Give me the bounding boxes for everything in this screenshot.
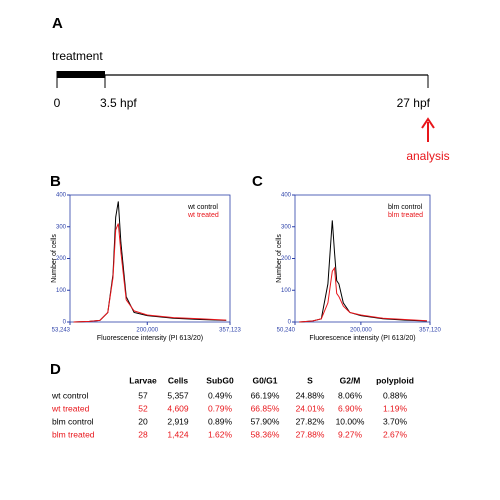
x-tick-label: 357,120 <box>419 328 441 334</box>
table-cell: 24.88% <box>296 390 325 400</box>
panel-label: A <box>52 15 63 32</box>
x-tick-label: 200,000 <box>136 328 158 334</box>
table-cell: 27.82% <box>296 416 325 426</box>
y-tick-label: 200 <box>281 256 292 262</box>
table-header: G2/M <box>340 375 361 385</box>
x-tick-label: 53,243 <box>52 328 71 334</box>
y-tick-label: 0 <box>288 320 292 326</box>
row-label: blm treated <box>52 429 95 439</box>
table-cell: 1,424 <box>167 429 189 439</box>
table-header: SubG0 <box>206 375 234 385</box>
table-header: Cells <box>168 375 189 385</box>
panel-label: D <box>50 361 61 378</box>
legend-entry: blm control <box>388 204 423 211</box>
y-tick-label: 100 <box>56 288 67 294</box>
table-cell: 52 <box>138 403 148 413</box>
x-axis-label: Fluorescence intensity (PI 613/20) <box>97 335 203 342</box>
panel-label: B <box>50 173 61 190</box>
legend-entry: wt control <box>187 204 218 211</box>
analysis-label: analysis <box>406 149 449 163</box>
x-tick-label: 50,240 <box>277 328 296 334</box>
table-cell: 1.62% <box>208 429 233 439</box>
legend-entry: blm treated <box>388 212 423 219</box>
table-cell: 8.06% <box>338 390 363 400</box>
table-cell: 3.70% <box>383 416 408 426</box>
table-cell: 57 <box>138 390 148 400</box>
table-cell: 57.90% <box>251 416 280 426</box>
panel-label: C <box>252 173 263 190</box>
x-axis-label: Fluorescence intensity (PI 613/20) <box>309 335 415 342</box>
y-axis-label: Number of cells <box>276 234 283 283</box>
table-cell: 6.90% <box>338 403 363 413</box>
y-tick-label: 100 <box>281 288 292 294</box>
histogram-line <box>73 201 227 323</box>
table-header: Larvae <box>129 375 157 385</box>
histogram-line <box>299 220 427 323</box>
table-cell: 5,357 <box>167 390 189 400</box>
table-cell: 0.49% <box>208 390 233 400</box>
row-label: wt treated <box>51 403 90 413</box>
table-cell: 9.27% <box>338 429 363 439</box>
row-label: blm control <box>52 416 94 426</box>
time-label: 0 <box>54 96 61 110</box>
x-tick-label: 357,123 <box>219 328 241 334</box>
y-tick-label: 0 <box>63 320 67 326</box>
table-cell: 58.36% <box>251 429 280 439</box>
table-cell: 0.88% <box>383 390 408 400</box>
table-cell: 24.01% <box>296 403 325 413</box>
table-cell: 2.67% <box>383 429 408 439</box>
table-header: S <box>307 375 313 385</box>
treatment-bar <box>57 71 105 78</box>
row-label: wt control <box>51 390 88 400</box>
y-axis-label: Number of cells <box>51 234 58 283</box>
table-cell: 2,919 <box>167 416 189 426</box>
table-cell: 66.19% <box>251 390 280 400</box>
table-cell: 20 <box>138 416 148 426</box>
y-tick-label: 300 <box>281 224 292 230</box>
table-cell: 28 <box>138 429 148 439</box>
time-label: 27 hpf <box>397 96 431 110</box>
table-cell: 0.79% <box>208 403 233 413</box>
y-tick-label: 400 <box>56 193 67 199</box>
y-tick-label: 200 <box>56 256 67 262</box>
table-cell: 1.19% <box>383 403 408 413</box>
y-tick-label: 300 <box>56 224 67 230</box>
table-cell: 4,609 <box>167 403 189 413</box>
arrow-head <box>421 117 435 129</box>
histogram-line <box>299 266 427 323</box>
time-label: 3.5 hpf <box>100 96 137 110</box>
table-cell: 27.88% <box>296 429 325 439</box>
table-header: polyploid <box>376 375 414 385</box>
treatment-label: treatment <box>52 49 103 63</box>
table-cell: 10.00% <box>336 416 365 426</box>
table-cell: 66.85% <box>251 403 280 413</box>
legend-entry: wt treated <box>187 212 219 219</box>
histogram-line <box>73 223 227 323</box>
y-tick-label: 400 <box>281 193 292 199</box>
table-header: G0/G1 <box>252 375 277 385</box>
x-tick-label: 200,000 <box>350 328 372 334</box>
table-cell: 0.89% <box>208 416 233 426</box>
